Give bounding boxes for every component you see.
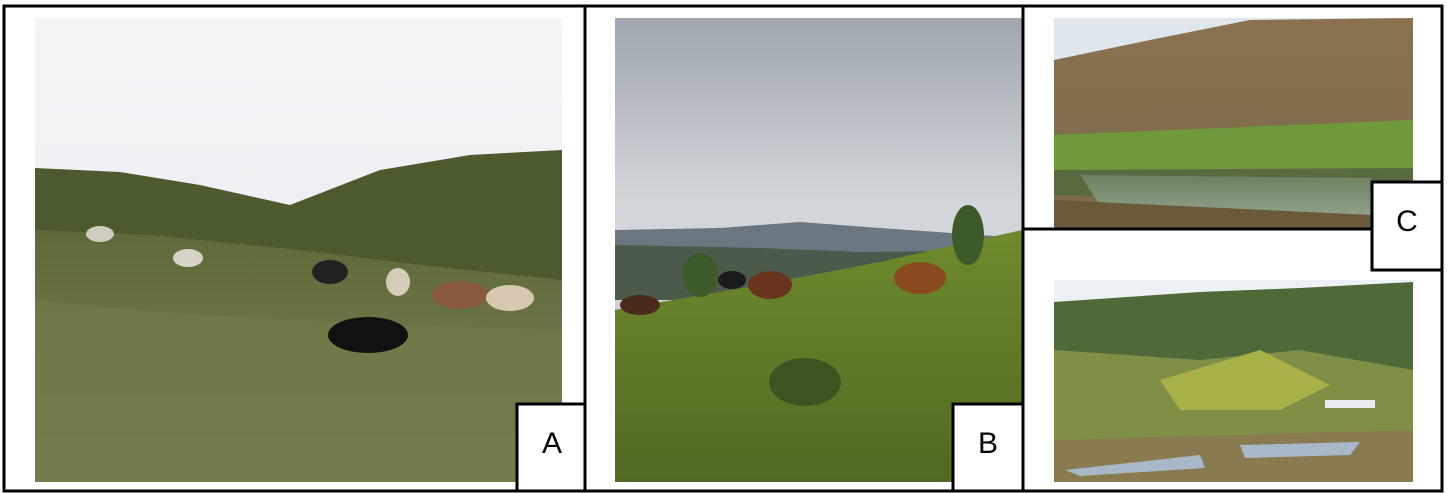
figure: A B C: [0, 0, 1447, 493]
panel-label: B: [978, 427, 998, 460]
panel-label: A: [542, 427, 562, 460]
photo-c-bottom: [1054, 280, 1413, 482]
page: A B C (() => { const dat: [0, 0, 1447, 493]
photo-a: [35, 18, 562, 482]
panel-label: C: [1396, 205, 1418, 238]
photo-c-top: [1054, 18, 1413, 228]
